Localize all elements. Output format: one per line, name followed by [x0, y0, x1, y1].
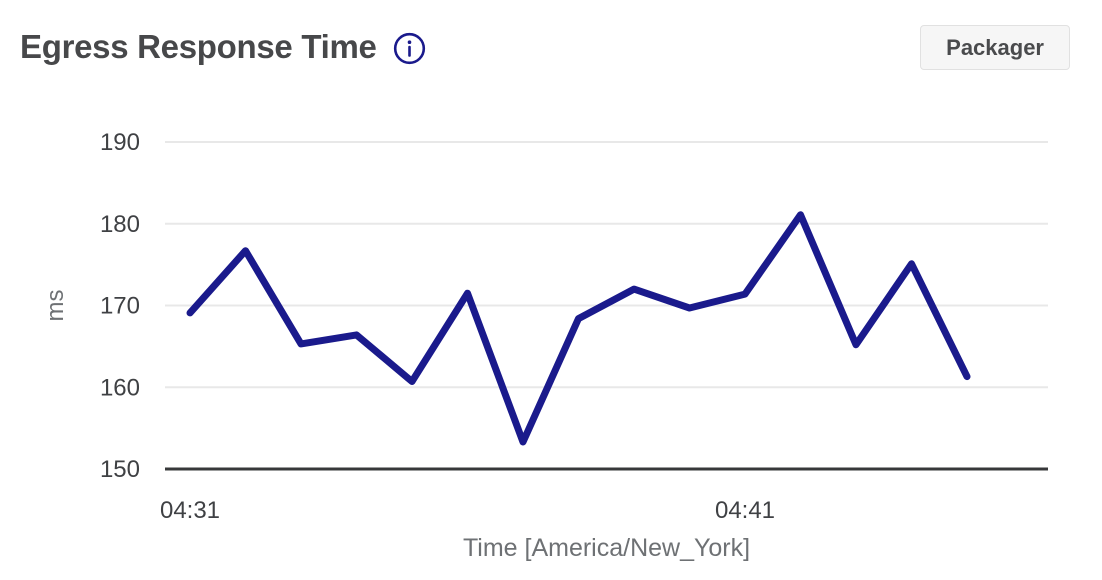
info-icon[interactable] — [393, 32, 426, 65]
y-tick-label: 170 — [100, 293, 140, 320]
x-axis-title: Time [America/New_York] — [463, 534, 750, 562]
page-title: Egress Response Time — [20, 28, 377, 65]
y-tick-label: 150 — [100, 456, 140, 483]
y-tick-label: 190 — [100, 129, 140, 156]
x-tick-label: 04:41 — [715, 497, 775, 524]
title-row: Egress Response Time — [20, 28, 426, 66]
header: Egress Response Time Packager — [0, 0, 1102, 90]
y-tick-label: 160 — [100, 374, 140, 401]
series-line[interactable] — [186, 211, 971, 446]
y-axis-title: ms — [42, 290, 69, 322]
x-tick-label: 04:31 — [160, 497, 220, 524]
y-tick-label: 180 — [100, 211, 140, 238]
packager-button[interactable]: Packager — [920, 25, 1070, 70]
